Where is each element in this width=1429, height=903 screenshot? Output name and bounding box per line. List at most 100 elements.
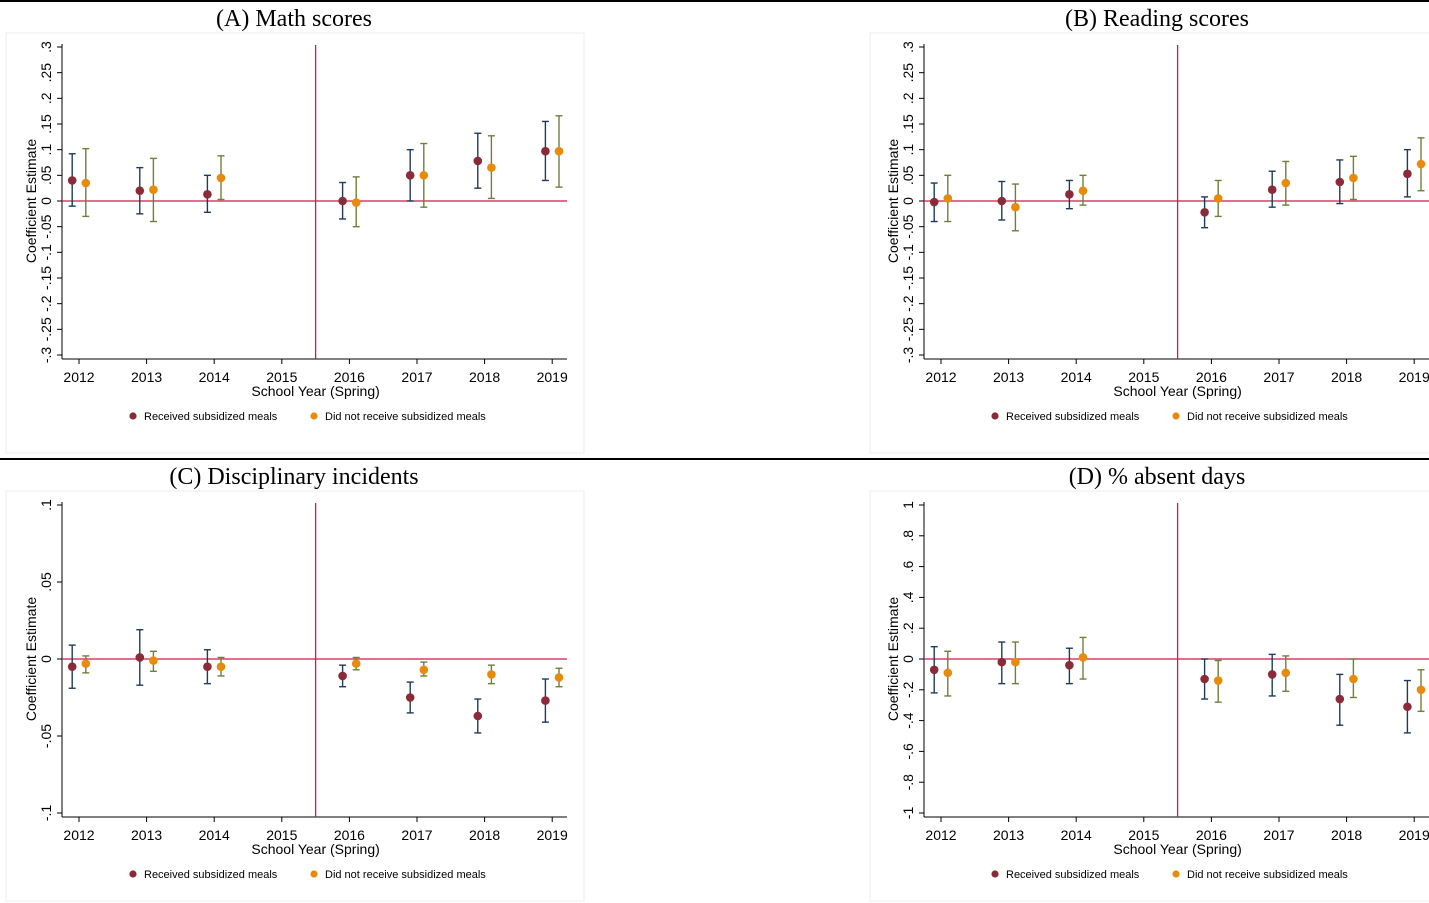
y-axis-title: Coefficient Estimate: [23, 597, 39, 721]
legend-label-not-received: Did not receive subsidized meals: [325, 411, 486, 423]
y-tick-label: .2: [900, 622, 916, 634]
y-tick-label: -.05: [900, 214, 916, 238]
y-tick-label: -.6: [900, 743, 916, 760]
point-not-received: [149, 185, 158, 195]
point-not-received: [1078, 653, 1088, 662]
y-tick-label: .2: [900, 92, 916, 104]
legend-marker-not-received: [310, 870, 318, 878]
x-axis-title: School Year (Spring): [251, 841, 379, 857]
point-received: [1200, 674, 1209, 684]
y-tick-label: -.2: [900, 295, 916, 312]
y-tick-label: -.3: [38, 347, 54, 364]
point-received: [1335, 177, 1345, 187]
x-tick-label: 2012: [925, 369, 956, 385]
point-received: [1335, 694, 1345, 704]
x-axis-title: School Year (Spring): [251, 383, 379, 399]
point-received: [203, 662, 212, 671]
point-not-received: [1349, 674, 1358, 684]
x-tick-label: 2018: [469, 827, 500, 843]
point-not-received: [1416, 159, 1426, 169]
y-tick-label: .15: [900, 114, 916, 134]
legend-label-not-received: Did not receive subsidized meals: [325, 869, 486, 881]
point-received: [203, 190, 212, 199]
y-tick-label: -.4: [900, 712, 916, 729]
x-tick-label: 2019: [537, 369, 568, 385]
x-tick-label: 2014: [1061, 827, 1092, 843]
y-tick-label: -.2: [38, 295, 54, 312]
legend-label-received: Received subsidized meals: [144, 869, 278, 881]
y-tick-label: -.25: [900, 317, 916, 341]
x-tick-label: 2015: [1128, 827, 1159, 843]
x-tick-label: 2016: [334, 827, 365, 843]
legend-marker-received: [991, 412, 999, 420]
y-tick-label: 0: [38, 197, 54, 205]
x-tick-label: 2013: [131, 369, 162, 385]
panel-b: (B) Reading scores -.3 -.25 -.2 -.15 -.1 -.05 0…: [869, 6, 1429, 454]
x-tick-label: 2018: [1331, 369, 1362, 385]
x-tick-label: 2013: [993, 369, 1024, 385]
x-tick-label: 2019: [1399, 369, 1429, 385]
point-received: [1065, 190, 1074, 199]
legend-label-not-received: Did not receive subsidized meals: [1187, 411, 1348, 423]
x-tick-label: 2015: [266, 827, 297, 843]
y-tick-label: .05: [38, 572, 54, 592]
x-axis-title: School Year (Spring): [1113, 383, 1241, 399]
point-received: [67, 662, 77, 671]
x-tick-label: 2016: [334, 369, 365, 385]
panel-frame: [869, 32, 1429, 454]
x-axis-title: School Year (Spring): [1113, 841, 1241, 857]
x-tick-label: 2013: [131, 827, 162, 843]
y-tick-label: .1: [38, 499, 54, 511]
point-not-received: [419, 171, 429, 180]
point-not-received: [351, 198, 361, 207]
y-tick-label: .3: [900, 41, 916, 53]
point-not-received: [351, 659, 361, 668]
y-tick-label: -.05: [38, 724, 54, 748]
y-tick-label: -.15: [900, 266, 916, 290]
legend-marker-received: [991, 870, 999, 878]
x-tick-label: 2015: [266, 369, 297, 385]
y-tick-label: 0: [900, 655, 916, 663]
point-received: [1403, 702, 1412, 712]
x-tick-label: 2013: [993, 827, 1024, 843]
legend-label-received: Received subsidized meals: [1006, 869, 1140, 881]
point-not-received: [1281, 178, 1291, 188]
legend-label-received: Received subsidized meals: [144, 411, 278, 423]
panel-frame: [869, 490, 1429, 902]
y-tick-label: .1: [38, 144, 54, 156]
point-received: [473, 711, 483, 721]
y-tick-label: -.1: [38, 244, 54, 261]
point-received: [997, 196, 1007, 206]
point-received: [1267, 670, 1277, 679]
point-not-received: [554, 146, 564, 156]
point-not-received: [943, 668, 953, 678]
x-tick-label: 2014: [199, 827, 230, 843]
x-tick-label: 2016: [1196, 827, 1227, 843]
point-received: [929, 197, 939, 207]
point-not-received: [149, 656, 158, 665]
panel-title: (A) Math scores: [216, 6, 372, 32]
point-received: [67, 176, 77, 185]
y-tick-label: -.05: [38, 214, 54, 238]
y-tick-label: .15: [38, 114, 54, 134]
y-tick-label: .25: [38, 63, 54, 83]
legend-marker-not-received: [1172, 412, 1180, 420]
panel-c: (C) Disciplinary incidents -.1 -.05 0 .05 .1 2…: [5, 464, 585, 902]
point-received: [1200, 207, 1209, 217]
panel-frame: [5, 490, 585, 902]
legend-marker-received: [129, 870, 137, 878]
point-not-received: [1078, 186, 1088, 196]
y-tick-label: -.15: [38, 266, 54, 290]
x-tick-label: 2017: [401, 827, 432, 843]
y-tick-label: -.3: [900, 347, 916, 364]
x-tick-label: 2014: [199, 369, 230, 385]
point-not-received: [1011, 657, 1020, 667]
point-received: [1065, 660, 1074, 670]
legend-marker-received: [129, 412, 137, 420]
point-not-received: [1416, 685, 1426, 695]
point-not-received: [554, 673, 564, 682]
x-tick-label: 2018: [469, 369, 500, 385]
y-tick-label: -.2: [900, 681, 916, 698]
y-tick-label: .25: [900, 63, 916, 83]
